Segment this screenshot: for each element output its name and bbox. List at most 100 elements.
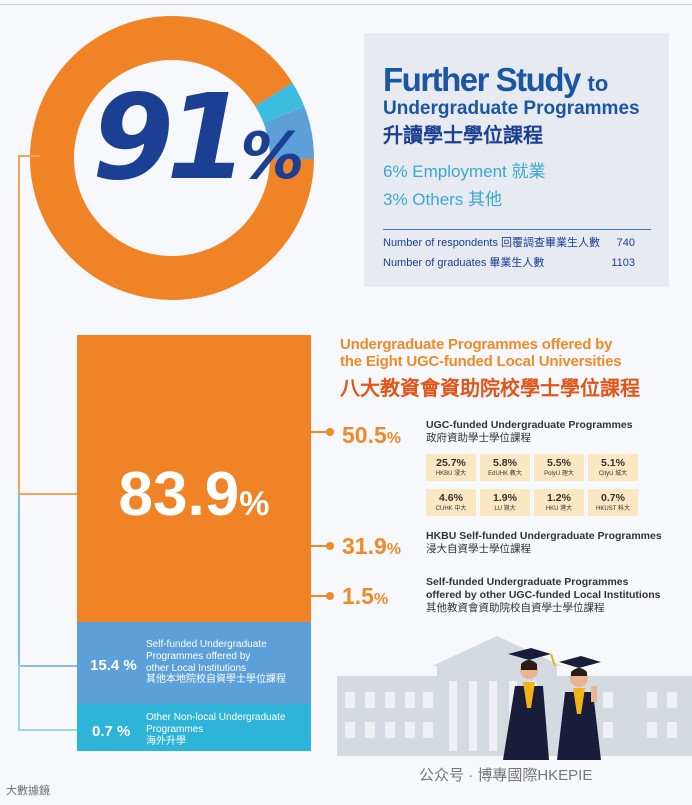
respondents-stat: Number of respondents 回覆調查畢業生人數 740 [383,238,651,249]
ugc-total-percent: 83.9% [77,464,311,526]
row-3-percent: 1.5% [342,585,388,608]
connector-teal-vertical [18,665,20,729]
university-cell: 5.1% CityU 城大 [588,454,638,481]
connector-blue-bottom [18,665,77,667]
self-funded-other-label: Self-funded Undergraduate Programmes off… [146,639,286,686]
graduates-value: 1103 [611,257,635,269]
connector-orange-bottom [18,493,77,495]
connector-orange-vertical [18,155,20,493]
row-1-percent: 50.5% [342,424,401,447]
university-percent: 25.7% [436,457,466,469]
row-3-line-1: Self-funded Undergraduate Programmes [426,576,629,588]
university-cell: 0.7% HKUST 科大 [588,489,638,516]
row-3-connector [311,595,331,597]
self-funded-other-line-3: other Local Institutions [146,662,247,674]
university-percent: 0.7% [601,492,625,504]
university-percent: 1.9% [493,492,517,504]
donut-segment-employment [263,106,314,160]
graduates-label: Number of graduates 畢業生人數 [383,257,545,269]
university-percent: 4.6% [439,492,463,504]
row-1-connector [311,431,331,433]
university-name: HKU 港大 [545,505,573,512]
row-1-label: UGC-funded Undergraduate Programmes 政府資助… [426,419,633,445]
title-main: Further Study [383,61,581,98]
ugc-total-sign: % [239,485,270,523]
headline-percent: 91% [92,78,304,196]
further-study-title: Further Study to [383,63,608,96]
row-2-value: 31.9 [342,533,387,559]
university-percent: 5.5% [547,457,571,469]
row-2-line-1: HKBU Self-funded Undergraduate Programme… [426,530,662,542]
ugc-title-line-2: the Eight UGC-funded Local Universities [340,352,622,370]
row-3-label: Self-funded Undergraduate Programmes off… [426,576,661,614]
ugc-section-title: Undergraduate Programmes offered by the … [340,336,622,371]
watermark-left: 大數據鏡 [6,785,50,797]
top-divider [0,4,692,5]
ugc-total-value: 83.9 [118,460,240,529]
row-3-sign: % [373,591,389,608]
row-3-value: 1.5 [342,583,374,609]
university-cell: 4.6% CUHK 中大 [426,489,476,516]
further-study-subtitle: Undergraduate Programmes [383,98,640,119]
row-1-line-zh: 政府資助學士學位課程 [426,431,531,444]
university-cell: 25.7% HKBU 浸大 [426,454,476,481]
university-name: PolyU 理大 [544,470,574,477]
others-stat: 3% Others 其他 [383,190,503,209]
row-1-sign: % [386,430,401,447]
row-3-line-2: offered by other UGC-funded Local Instit… [426,588,661,601]
ugc-section-title-zh: 八大教資會資助院校學士學位課程 [340,378,640,400]
university-cell: 5.5% PolyU 理大 [534,454,584,481]
self-funded-other-percent: 15.4 % [90,657,137,674]
university-percent: 5.8% [493,457,517,469]
non-local-line-2: Programmes [146,723,204,735]
donut-segment-further-study [30,16,314,300]
respondents-value: 740 [616,237,635,249]
further-study-title-zh: 升讀學士學位課程 [383,125,543,147]
row-2-line-zh: 浸大自資學士學位課程 [426,542,531,555]
further-study-card: Further Study to Undergraduate Programme… [364,33,669,287]
non-local-block [77,704,311,751]
graduates-stat: Number of graduates 畢業生人數 1103 [383,258,651,269]
non-local-line-1: Other Non-local Undergraduate [146,712,286,723]
self-funded-other-line-1: Self-funded Undergraduate [146,639,267,650]
graduates-illustration [503,648,601,760]
university-name: CUHK 中大 [435,505,467,512]
university-cell: 5.8% EdUHK 教大 [480,454,530,481]
non-local-label: Other Non-local Undergraduate Programmes… [146,712,286,747]
row-2-label: HKBU Self-funded Undergraduate Programme… [426,530,662,556]
watermark-right: 公众号 · 博專國際HKEPIE [419,767,593,784]
row-1-marker [326,428,334,436]
university-name: HKUST 科大 [596,505,630,512]
university-percent: 5.1% [601,457,625,469]
self-funded-other-line-2: Programmes offered by [146,650,251,662]
connector-teal-bottom [18,729,77,731]
row-3-line-zh: 其他教資會資助院校自資學士學位課程 [426,601,605,614]
respondents-label: Number of respondents 回覆調查畢業生人數 [383,237,601,249]
row-1-value: 50.5 [342,422,387,448]
headline-percent-value: 91 [92,68,248,206]
row-2-percent: 31.9% [342,535,401,558]
university-cell: 1.2% HKU 港大 [534,489,584,516]
ugc-title-line-1: Undergraduate Programmes offered by [340,336,613,353]
non-local-percent: 0.7 % [92,723,131,740]
row-3-marker [326,592,334,600]
row-1-line-1: UGC-funded Undergraduate Programmes [426,419,633,431]
headline-percent-sign: % [240,120,305,194]
ugc-total-block [77,335,311,622]
employment-stat: 6% Employment 就業 [383,162,546,181]
non-local-line-zh: 海外升學 [146,735,186,747]
university-name: CityU 城大 [598,470,628,477]
connector-orange-top [18,155,40,157]
row-2-connector [311,545,331,547]
donut-segment-others [254,82,305,124]
university-name: HKBU 浸大 [435,470,467,477]
university-percent: 1.2% [547,492,571,504]
row-2-sign: % [386,541,401,558]
row-2-marker [326,542,334,550]
university-name: EdUHK 教大 [488,470,522,477]
title-to: to [587,71,609,96]
self-funded-other-line-zh: 其他本地院校自資學士學位課程 [146,674,286,686]
university-cell: 1.9% LU 嶺大 [480,489,530,516]
card-divider [383,229,651,230]
donut-chart [30,16,314,300]
